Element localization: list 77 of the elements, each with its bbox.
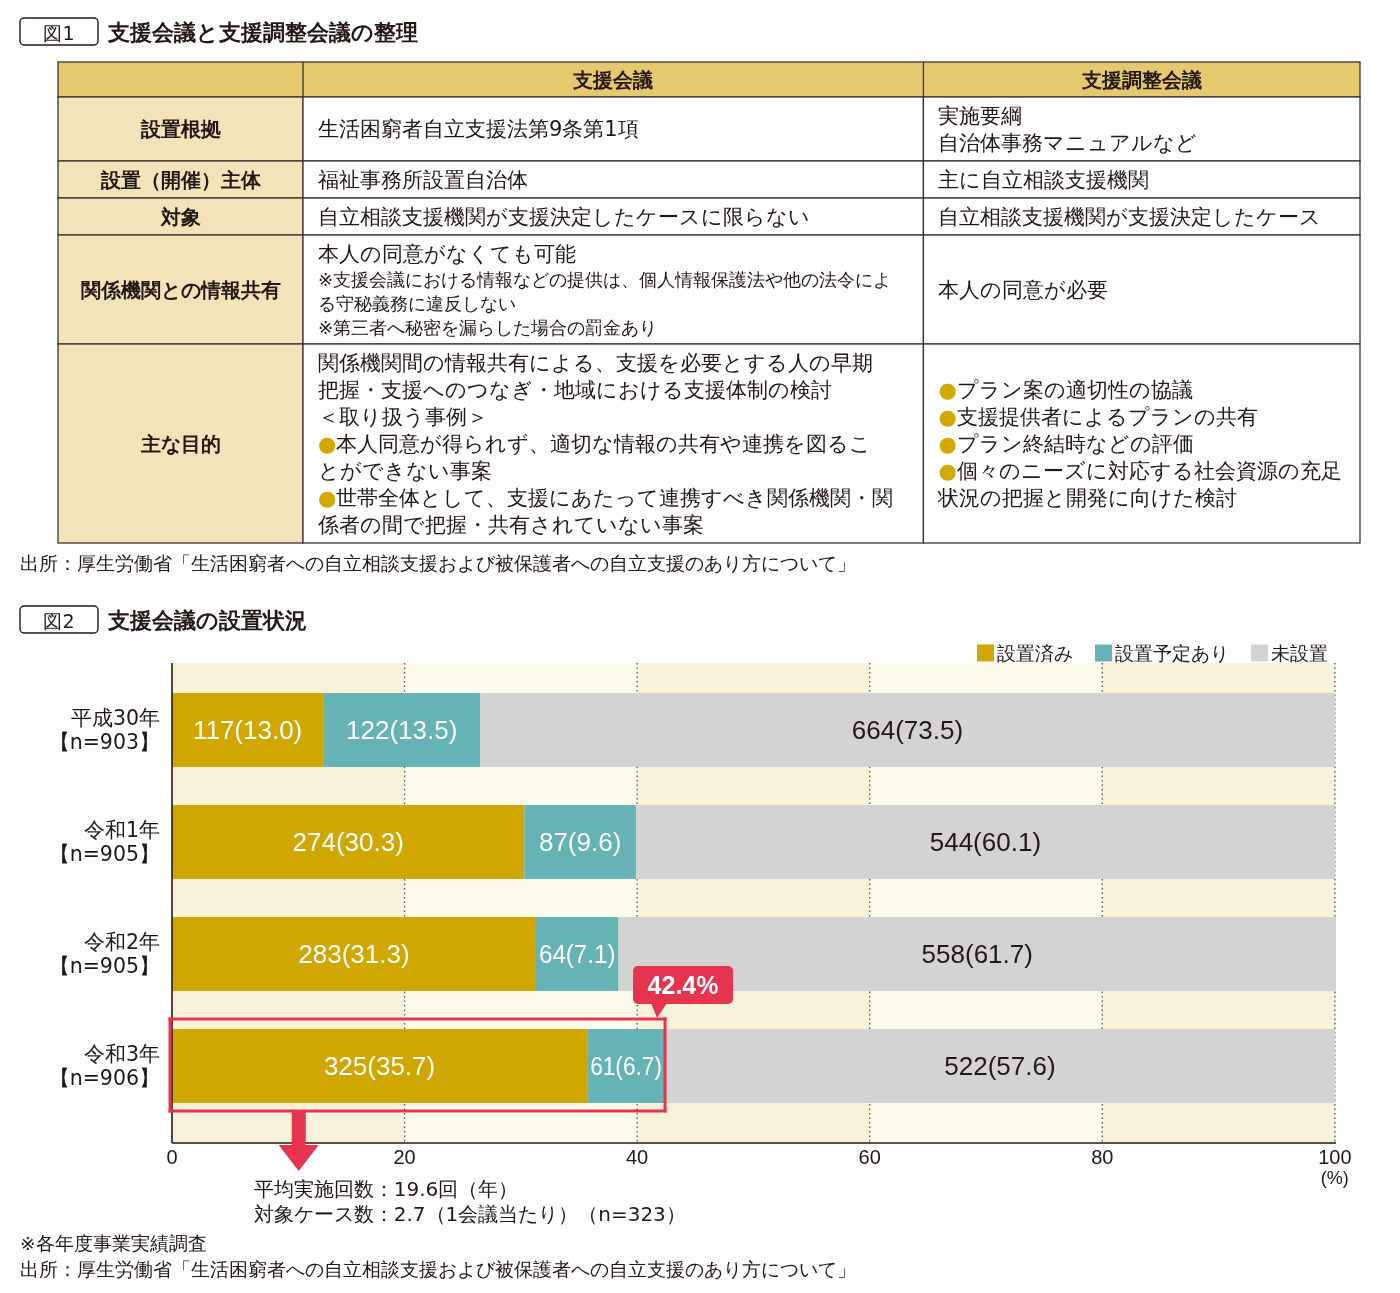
text: ※支援会議における情報などの提供は、個人情報保護法や他の法令によ <box>318 268 892 290</box>
y-tick-label: 令和2年【n=905】 <box>48 930 160 978</box>
bar <box>524 805 636 879</box>
text: ●支援提供者によるプランの共有 <box>938 404 1258 429</box>
data-label: 61(6.7) <box>590 1051 673 1081</box>
text: ●本人同意が得られず、適切な情報の共有や連携を図るこ <box>318 431 872 456</box>
text: 自立相談支援機関が支援決定したケース <box>938 204 1322 229</box>
bar <box>323 693 481 767</box>
text: 実施要綱 <box>938 103 1023 128</box>
bar <box>172 693 324 767</box>
bar <box>635 805 1335 879</box>
bar <box>172 917 536 991</box>
data-label: 117(13.0) <box>192 715 303 745</box>
category-label: 支援会議 <box>572 67 654 92</box>
text: 対象ケース数：2.7（1会議当たり）（n=323） <box>253 1201 686 1226</box>
data-label: 664(73.5) <box>851 715 964 745</box>
data-label: 544(60.1) <box>929 827 1042 857</box>
text: 出所：厚生労働省「生活困窮者への自立相談支援および被保護者への自立支援のあり方について」 <box>20 552 856 574</box>
text: とができない事案 <box>318 458 492 483</box>
category-label: 関係機関との情報共有 <box>80 277 281 302</box>
bar <box>172 1029 588 1103</box>
caption: 図1 <box>43 21 75 44</box>
category-label: 設置根拠 <box>140 117 221 141</box>
x-tick-label: 0 <box>166 1146 178 1168</box>
data-label: 558(61.7) <box>921 939 1033 969</box>
bar <box>535 917 619 991</box>
data-label: 64(7.1) <box>538 939 622 969</box>
data-label: 122(13.5) <box>346 715 458 745</box>
x-tick-label: 60 <box>858 1146 881 1168</box>
data-label: 283(31.3) <box>298 939 410 969</box>
text: 福祉事務所設置自治体 <box>318 167 528 192</box>
text: 本人の同意が必要 <box>938 277 1109 302</box>
caption: 図2 <box>43 609 75 632</box>
text: ●世帯全体として、支援にあたって連携すべき関係機関・関 <box>318 485 894 510</box>
data-label: 87(9.6) <box>538 827 622 857</box>
legend-label: 設置予定あり <box>1115 642 1229 664</box>
text: 自立相談支援機関が支援決定したケースに限らない <box>318 204 810 229</box>
category-label: 設置（開催）主体 <box>100 167 261 192</box>
text: 主に自立相談支援機関 <box>938 167 1150 192</box>
text: ※第三者へ秘密を漏らした場合の罰金あり <box>318 316 658 338</box>
text: ●プラン案の適切性の協議 <box>938 377 1193 402</box>
y-tick-label: 令和3年【n=906】 <box>48 1042 160 1090</box>
category-label: 対象 <box>160 204 201 229</box>
text: 平均実施回数：19.6回（年） <box>253 1176 519 1201</box>
text: 本人の同意がなくても可能 <box>318 241 576 266</box>
data-label: 522(57.6) <box>944 1051 1056 1081</box>
category-label: 支援調整会議 <box>1080 67 1202 92</box>
x-tick-label: 100 <box>1318 1146 1352 1168</box>
text: 関係機関間の情報共有による、支援を必要とする人の早期 <box>318 350 873 375</box>
annotation: 42.4% <box>647 971 719 1000</box>
y-tick-label: 平成30年【n=903】 <box>48 706 160 754</box>
bar <box>172 805 525 879</box>
y-tick-label: 令和1年【n=905】 <box>48 818 160 866</box>
text: 状況の把握と開発に向けた検討 <box>938 485 1238 510</box>
chart-title: 支援会議の設置状況 <box>107 607 307 633</box>
text: 自治体事務マニュアルなど <box>938 130 1198 155</box>
text: 係者の間で把握・共有されていない事案 <box>318 512 704 537</box>
data-label: 325(35.7) <box>323 1051 436 1081</box>
text: ●個々のニーズに対応する社会資源の充足 <box>938 458 1342 483</box>
x-tick-label: 80 <box>1091 1146 1114 1168</box>
text: ＜取り扱う事例＞ <box>318 404 488 429</box>
category-label: 主な目的 <box>140 431 221 456</box>
text: ●プラン終結時などの評価 <box>938 431 1194 456</box>
x-axis-title: (%) <box>1320 1168 1349 1188</box>
x-tick-label: 20 <box>393 1146 416 1168</box>
text: 把握・支援へのつなぎ・地域における支援体制の検討 <box>318 377 832 402</box>
text: 支援会議と支援調整会議の整理 <box>107 19 418 45</box>
bar <box>665 1029 1335 1103</box>
text: ※各年度事業実績調査 <box>20 1232 207 1254</box>
x-tick-label: 40 <box>626 1146 649 1168</box>
legend-label: 設置済み <box>997 642 1073 664</box>
legend-label: 未設置 <box>1271 642 1328 664</box>
text: 生活困窮者自立支援法第9条第1項 <box>318 117 639 141</box>
bar <box>480 693 1335 767</box>
data-label: 274(30.3) <box>292 827 404 857</box>
text: る守秘義務に違反しない <box>318 292 516 314</box>
text: 出所：厚生労働省「生活困窮者への自立相談支援および被保護者への自立支援のあり方について」 <box>20 1258 856 1280</box>
